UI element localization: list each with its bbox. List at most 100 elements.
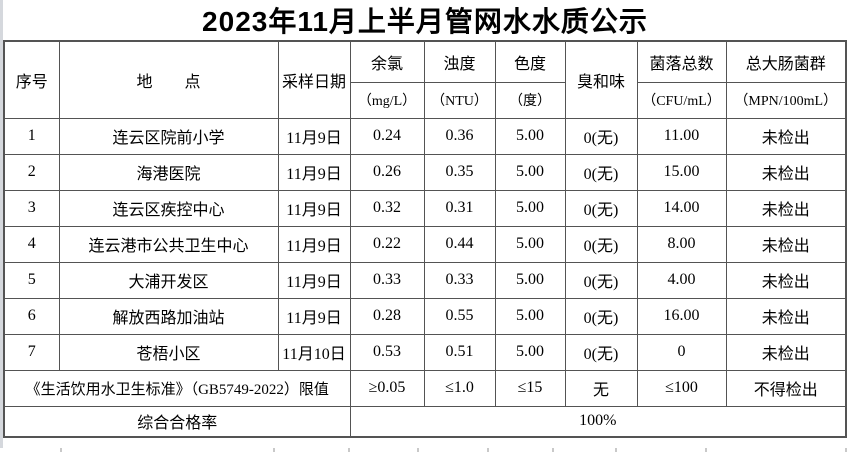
table-row-1: 1 连云区院前小学 11月9日 0.24 0.36 5.00 0(无) 11.00 未检出 (3, 117, 847, 155)
cell-seq: 3 (3, 189, 60, 227)
cell-coliform: 未检出 (725, 333, 847, 371)
cell-residual-chlorine: 0.53 (349, 333, 425, 371)
col-header-colony-count: 菌落总数 (636, 40, 727, 83)
standard-limit-row: 《生活饮用水卫生标准》（GB5749-2022）限值 ≥0.05 ≤1.0 ≤15 无 ≤… (3, 369, 847, 407)
table-row-3: 3 连云区疾控中心 11月9日 0.32 0.31 5.00 0(无) 14.00 未检出 (3, 189, 847, 227)
limit-odor: 无 (564, 369, 638, 407)
cell-chroma: 5.00 (494, 189, 566, 227)
col-header-residual-chlorine: 余氯 (349, 40, 425, 83)
limit-coliform: 不得检出 (725, 369, 847, 407)
cell-location: 苍梧小区 (58, 333, 279, 371)
pass-rate-row: 综合合格率 100% (3, 405, 847, 438)
cell-chroma: 5.00 (494, 297, 566, 335)
cell-location: 连云区疾控中心 (58, 189, 279, 227)
cell-chroma: 5.00 (494, 225, 566, 263)
cell-seq: 4 (3, 225, 60, 263)
table-header: 序号地 点采样日期 余氯 浊度 色度 臭和味 菌落总数 总大肠菌群 （mg/L） （NTU） （度… (3, 40, 847, 119)
cell-odor: 0(无) (564, 297, 638, 335)
cell-residual-chlorine: 0.26 (349, 153, 425, 191)
cell-sample-date: 11月9日 (277, 297, 351, 335)
limit-row-label: 《生活饮用水卫生标准》（GB5749-2022）限值 (3, 369, 351, 407)
col-unit-coliform: （MPN/100mL） (725, 81, 847, 119)
cell-colony-count: 8.00 (636, 225, 727, 263)
table-row-4: 4 连云港市公共卫生中心 11月9日 0.22 0.44 5.00 0(无) 8.00 未检出 (3, 225, 847, 263)
next-row-stubs (0, 448, 850, 452)
cell-residual-chlorine: 0.32 (349, 189, 425, 227)
water-quality-table: 序号地 点采样日期 余氯 浊度 色度 臭和味 菌落总数 总大肠菌群 （mg/L） （NTU） （度… (3, 40, 847, 438)
header-row-units: （mg/L） （NTU） （度） （CFU/mL） （MPN/100mL） (4, 81, 847, 119)
grid-stub (487, 448, 489, 452)
cell-chroma: 5.00 (494, 153, 566, 191)
cell-turbidity: 0.51 (423, 333, 496, 371)
col-unit-turbidity: （NTU） (423, 81, 496, 119)
grid-stub (552, 448, 554, 452)
cell-seq: 6 (3, 297, 60, 335)
page-title: 2023年11月上半月管网水水质公示 (202, 6, 648, 37)
grid-stub (705, 448, 707, 452)
left-edge-strip (0, 0, 3, 452)
cell-location: 海港医院 (58, 153, 279, 191)
grid-stub (845, 448, 847, 452)
cell-colony-count: 11.00 (636, 117, 727, 155)
cell-colony-count: 16.00 (636, 297, 727, 335)
cell-turbidity: 0.44 (423, 225, 496, 263)
cell-coliform: 未检出 (725, 261, 847, 299)
cell-turbidity: 0.55 (423, 297, 496, 335)
cell-coliform: 未检出 (725, 117, 847, 155)
cell-seq: 7 (3, 333, 60, 371)
col-header-coliform: 总大肠菌群 (725, 40, 847, 83)
cell-sample-date: 11月9日 (277, 261, 351, 299)
col-header-location: 地 点 (58, 40, 279, 119)
cell-sample-date: 11月9日 (277, 153, 351, 191)
grid-stub (273, 448, 275, 452)
cell-colony-count: 14.00 (636, 189, 727, 227)
table-row-5: 5 大浦开发区 11月9日 0.33 0.33 5.00 0(无) 4.00 未检出 (3, 261, 847, 299)
cell-odor: 0(无) (564, 189, 638, 227)
cell-coliform: 未检出 (725, 225, 847, 263)
cell-colony-count: 15.00 (636, 153, 727, 191)
cell-chroma: 5.00 (494, 333, 566, 371)
cell-coliform: 未检出 (725, 189, 847, 227)
col-unit-residual-chlorine: （mg/L） (349, 81, 425, 119)
col-header-sample-date: 采样日期 (277, 40, 351, 119)
limit-colony-count: ≤100 (636, 369, 727, 407)
table-row-7: 7 苍梧小区 11月10日 0.53 0.51 5.00 0(无) 0 未检出 (3, 333, 847, 371)
header-row-names: 序号地 点采样日期 余氯 浊度 色度 臭和味 菌落总数 总大肠菌群 (3, 40, 847, 119)
col-header-chroma: 色度 (494, 40, 566, 83)
cell-residual-chlorine: 0.24 (349, 117, 425, 155)
limit-residual-chlorine: ≥0.05 (349, 369, 425, 407)
cell-sample-date: 11月9日 (277, 225, 351, 263)
pass-rate-label: 综合合格率 (3, 405, 351, 438)
limit-turbidity: ≤1.0 (423, 369, 496, 407)
table-body: 1 连云区院前小学 11月9日 0.24 0.36 5.00 0(无) 11.00 未检出 2 海港… (3, 117, 847, 438)
cell-seq: 2 (3, 153, 60, 191)
cell-location: 解放西路加油站 (58, 297, 279, 335)
col-header-odor: 臭和味 (564, 40, 638, 119)
col-header-seq: 序号 (3, 40, 60, 119)
table-row-6: 6 解放西路加油站 11月9日 0.28 0.55 5.00 0(无) 16.00 未检出 (3, 297, 847, 335)
cell-seq: 1 (3, 117, 60, 155)
cell-residual-chlorine: 0.33 (349, 261, 425, 299)
cell-turbidity: 0.36 (423, 117, 496, 155)
cell-turbidity: 0.35 (423, 153, 496, 191)
grid-stub (615, 448, 617, 452)
limit-chroma: ≤15 (494, 369, 566, 407)
cell-residual-chlorine: 0.22 (349, 225, 425, 263)
grid-stub (348, 448, 350, 452)
col-header-turbidity: 浊度 (423, 40, 496, 83)
cell-odor: 0(无) (564, 117, 638, 155)
cell-turbidity: 0.31 (423, 189, 496, 227)
cell-chroma: 5.00 (494, 261, 566, 299)
cell-odor: 0(无) (564, 153, 638, 191)
cell-odor: 0(无) (564, 261, 638, 299)
cell-location: 连云港市公共卫生中心 (58, 225, 279, 263)
cell-location: 大浦开发区 (58, 261, 279, 299)
col-unit-colony-count: （CFU/mL） (636, 81, 727, 119)
cell-chroma: 5.00 (494, 117, 566, 155)
cell-odor: 0(无) (564, 333, 638, 371)
grid-stub (60, 448, 62, 452)
cell-colony-count: 0 (636, 333, 727, 371)
table-row-2: 2 海港医院 11月9日 0.26 0.35 5.00 0(无) 15.00 未检出 (3, 153, 847, 191)
cell-coliform: 未检出 (725, 297, 847, 335)
grid-stub (417, 448, 419, 452)
